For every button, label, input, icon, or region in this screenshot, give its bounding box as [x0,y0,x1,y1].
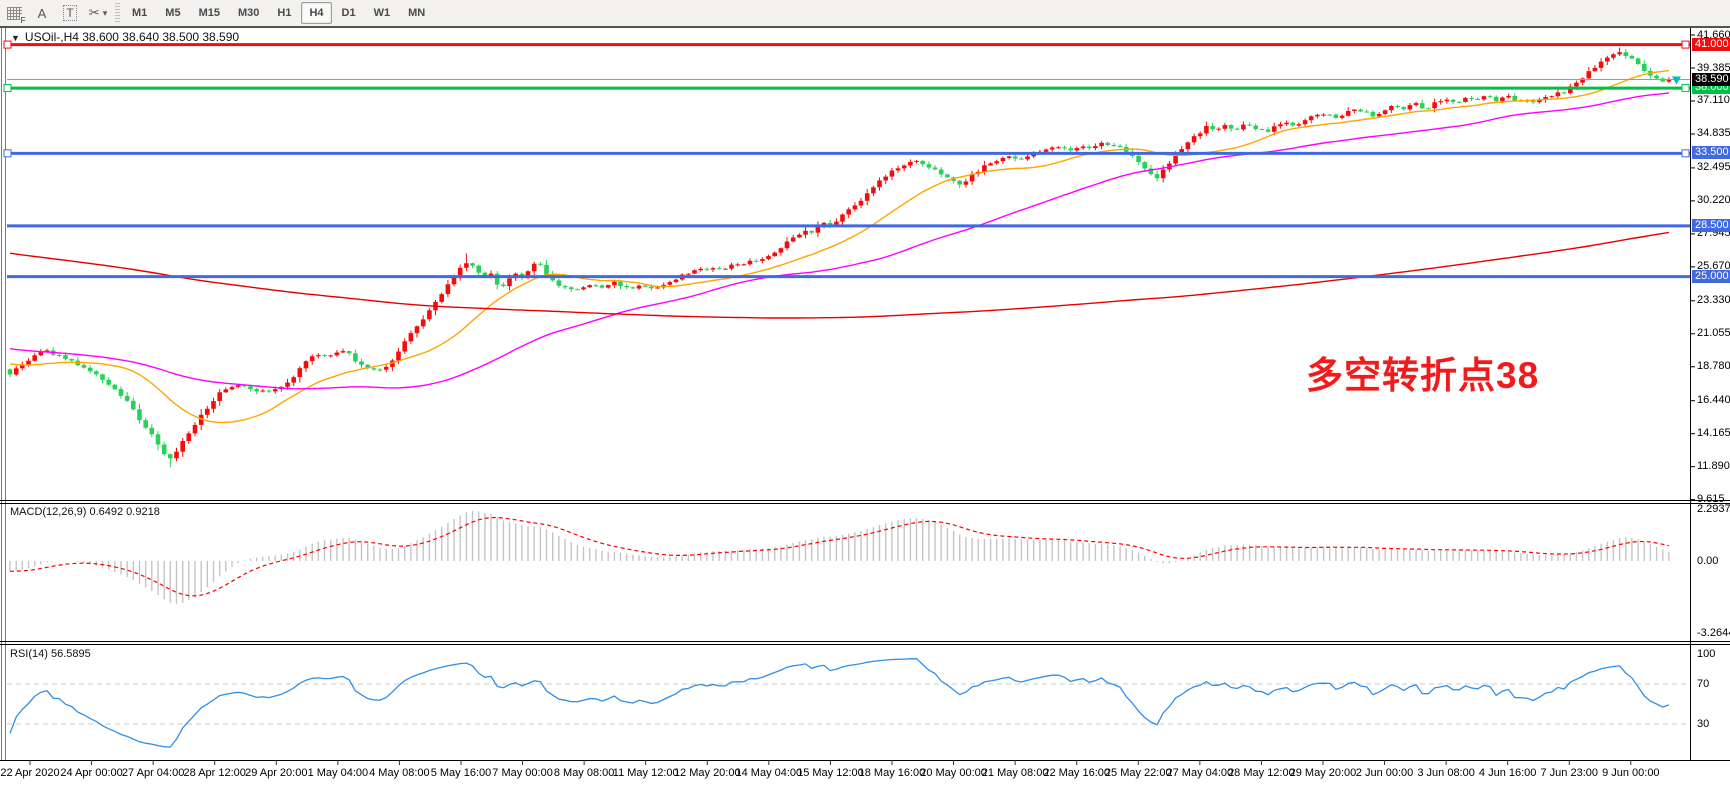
price-tick-label: 21.055 [1697,327,1730,340]
time-axis-label: 27 May 04:00 [1166,767,1234,779]
symbol-ohlc-text: USOil-,H4 38.600 38.640 38.500 38.590 [24,30,240,44]
text-tool-button[interactable]: T [57,1,83,25]
price-tick-label: 32.495 [1697,161,1730,174]
price-tick-label: 9.615 [1697,493,1725,506]
time-axis-label: 21 May 08:00 [981,767,1049,779]
chart-title: ▼ USOil-,H4 38.600 38.640 38.500 38.590 [11,30,239,44]
timeframe-button-w1[interactable]: W1 [373,7,391,19]
price-tick-label: 14.165 [1697,427,1730,440]
time-axis-label: 12 May 20:00 [673,767,741,779]
price-tick-label: 11.890 [1697,460,1730,473]
sell-arrow-icon [1672,76,1681,85]
toolbar-drag-handle[interactable] [115,3,120,23]
letter-a-icon: A [37,5,47,21]
symbol-dropdown-icon[interactable]: ▼ [11,33,20,43]
time-axis-label: 9 Jun 00:00 [1602,767,1660,779]
timeframe-bar: M1 M5 M15 M30 H1 H4 D1 W1 MN [123,2,434,24]
candles-layer [7,47,1672,468]
time-axis-label: 22 May 16:00 [1043,767,1111,779]
time-axis-label: 22 Apr 2020 [0,767,60,779]
macd-scale-zero: 0.00 [1697,555,1719,567]
price-tick-label: 39.385 [1697,61,1730,74]
grid-dots-icon: F [6,6,26,25]
time-axis-label: 28 Apr 12:00 [183,767,246,779]
rsi-scale-70: 70 [1697,678,1710,690]
draw-style-button[interactable]: ✂ ▾ [85,1,111,25]
chevron-down-icon: ▾ [102,7,108,18]
time-axis-label: 2 Jun 00:00 [1355,767,1414,779]
current-price-label: 38.590 [1692,72,1730,86]
time-axis-label: 20 May 00:00 [920,767,987,779]
price-tick-label: 30.220 [1697,194,1730,207]
time-axis-label: 27 Apr 04:00 [121,767,185,779]
timeframe-button-h4[interactable]: H4 [301,2,332,24]
hline-handle-left[interactable] [3,84,12,93]
hline-handle-right[interactable] [1681,84,1690,93]
time-axis-label: 3 Jun 08:00 [1417,767,1475,779]
hline-handle-left[interactable] [3,149,12,158]
timeframe-button-d1[interactable]: D1 [341,7,356,19]
timeframe-button-h1[interactable]: H1 [277,7,292,19]
rsi-layer [7,658,1690,748]
hline-handle-right[interactable] [1681,149,1690,158]
macd-panel-header: MACD(12,26,9) 0.6492 0.9218 [10,506,160,518]
price-tick-label: 16.440 [1697,394,1730,407]
time-axis-label: 1 May 04:00 [307,767,369,779]
time-axis-label: 8 May 08:00 [553,767,615,779]
time-axis-label: 18 May 16:00 [858,767,926,779]
text-label-tool-button[interactable]: A [29,1,55,25]
hline-handle-right[interactable] [1681,40,1690,49]
time-axis-label: 15 May 12:00 [797,767,864,779]
time-axis-label: 14 May 04:00 [735,767,803,779]
hline-handle-left[interactable] [3,40,12,49]
letter-t-icon: T [63,5,77,21]
timeframe-button-m15[interactable]: M15 [198,7,220,19]
price-tick-label: 18.780 [1697,360,1730,373]
time-axis-label: 25 May 22:00 [1104,767,1172,779]
time-axis-label: 29 May 20:00 [1289,767,1357,779]
macd-scale-top: 2.2937 [1697,503,1730,515]
price-tick-label: 25.670 [1697,260,1730,273]
price-level-label-33.500: 33.500 [1692,146,1730,160]
time-axis-label: 28 May 12:00 [1228,767,1295,779]
price-tick-label: 23.330 [1697,294,1730,307]
time-axis-label: 4 May 08:00 [369,767,430,779]
time-axis-label: 4 Jun 16:00 [1478,767,1537,779]
price-tick-label: 41.660 [1697,28,1730,41]
rsi-scale-100: 100 [1697,648,1716,660]
time-axis-label: 5 May 16:00 [430,767,492,779]
timeframe-button-mn[interactable]: MN [408,7,426,19]
macd-layer [9,510,1670,604]
fibo-grid-tool-button[interactable]: F [1,1,27,25]
macd-scale-bottom: -3.2644 [1697,627,1730,639]
rsi-panel-header: RSI(14) 56.5895 [10,648,91,660]
moving-averages-layer [9,69,1670,424]
price-level-label-41.000: 41.000 [1692,37,1730,51]
time-axis-label: 29 Apr 20:00 [245,767,308,779]
timeframe-button-m30[interactable]: M30 [237,7,260,19]
timeframe-button-m1[interactable]: M1 [132,7,148,19]
timeframe-button-m5[interactable]: M5 [165,7,181,19]
time-axis-label: 7 Jun 23:00 [1540,767,1599,779]
chart-window-top-border [0,26,1730,28]
rsi-scale-30: 30 [1697,718,1710,730]
time-axis-label: 24 Apr 00:00 [60,767,123,779]
price-tick-label: 37.110 [1697,94,1730,107]
draw-style-icon: ✂ [88,5,100,20]
time-axis-label: 11 May 12:00 [612,767,679,779]
price-level-label-25.000: 25.000 [1692,269,1730,283]
chart-annotation-text: 多空转折点38 [1306,355,1540,396]
time-axis-label: 7 May 00:00 [492,767,553,779]
price-tick-label: 34.835 [1697,127,1730,140]
price-level-label-28.500: 28.500 [1692,218,1730,232]
